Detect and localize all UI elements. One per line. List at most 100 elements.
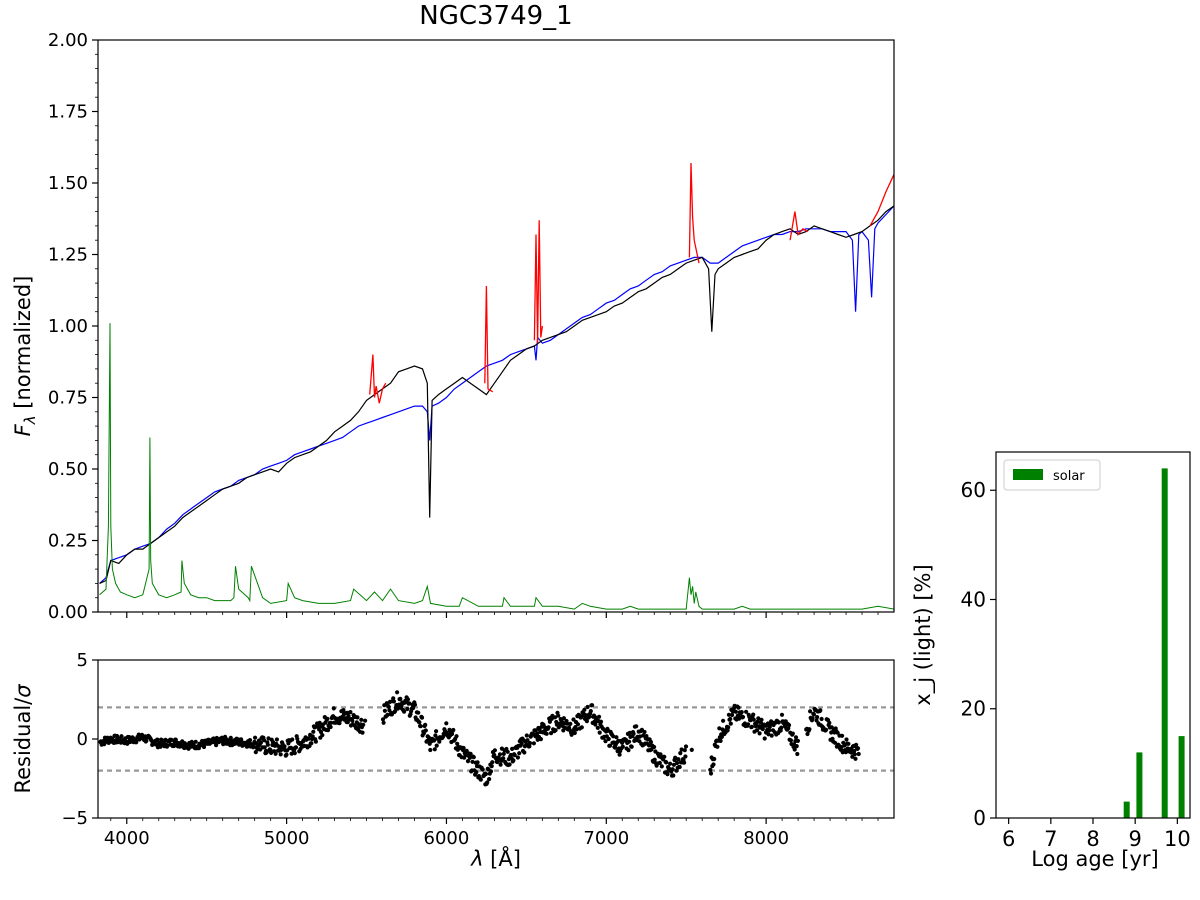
residual-x-tick-label: 6000	[424, 828, 470, 849]
histogram-bar	[1178, 736, 1185, 818]
masked-segment	[789, 211, 809, 241]
residual-point	[434, 743, 439, 748]
histogram-x-label: Log age [yr]	[1031, 847, 1158, 871]
histogram-bars	[1123, 468, 1185, 818]
residual-point	[819, 716, 824, 722]
residual-point	[846, 741, 851, 746]
histogram-x-tick-label: 8	[1086, 827, 1099, 851]
residual-panel: −5 0 5 4000 5000 6000 7000 8000 Residual/σ λ […	[11, 650, 895, 871]
residual-point	[855, 746, 861, 751]
residual-point	[579, 725, 584, 730]
residual-point	[527, 744, 532, 749]
y-tick-label: 0.25	[48, 531, 88, 552]
residual-point	[363, 718, 368, 723]
residual-point	[293, 745, 299, 750]
histogram-y-label: x_j (light) [%]	[911, 564, 936, 705]
residual-point	[434, 729, 439, 734]
residual-point	[461, 745, 466, 751]
residual-point	[527, 741, 533, 746]
residual-point	[756, 716, 761, 721]
residual-point	[485, 780, 490, 785]
residual-point	[423, 722, 428, 727]
residual-point	[795, 751, 800, 757]
histogram-legend: solar	[1003, 459, 1101, 491]
residual-point	[670, 767, 675, 772]
residual-point	[497, 752, 503, 757]
residual-point	[360, 730, 365, 735]
residual-point	[790, 731, 795, 736]
residual-point	[726, 712, 732, 717]
residual-point	[852, 752, 857, 757]
residual-point	[786, 723, 792, 728]
residual-point	[748, 718, 753, 723]
residual-point	[169, 737, 174, 742]
residual-point	[671, 773, 676, 778]
residual-point	[510, 746, 515, 751]
residual-point	[665, 772, 670, 777]
residual-point	[683, 744, 689, 749]
residual-point	[538, 737, 543, 742]
residual-point	[505, 749, 510, 754]
histogram-x-tick-label: 10	[1164, 827, 1191, 851]
residual-point	[515, 755, 520, 760]
y-tick-label: 1.75	[48, 102, 88, 123]
residual-point	[590, 703, 595, 708]
residual-point	[762, 736, 767, 741]
residual-point	[679, 747, 684, 752]
spectrum-panel: NGC3749_1 0.00 0.25 0.50 0.75 1.00 1.25 1.50 1.…	[11, 1, 895, 623]
residual-point	[114, 733, 120, 739]
residual-point	[282, 744, 287, 749]
residual-point	[749, 724, 755, 729]
residual-point	[675, 760, 680, 766]
residual-y-tick-label: −5	[61, 808, 88, 829]
residual-point	[419, 715, 425, 720]
residual-point	[393, 709, 398, 714]
residual-point	[657, 760, 662, 765]
residual-point	[498, 762, 503, 767]
residual-point	[382, 708, 387, 713]
residual-point	[652, 744, 657, 750]
observed-spectrum-line	[99, 205, 894, 584]
residual-point	[561, 716, 566, 721]
histogram-bar	[1123, 801, 1130, 818]
residual-point	[489, 764, 494, 769]
residual-point	[568, 721, 573, 726]
residual-point	[467, 755, 472, 760]
residual-point	[595, 725, 600, 730]
residual-point	[767, 728, 772, 733]
residual-point	[228, 735, 233, 740]
residual-point	[571, 717, 576, 722]
residual-point	[552, 715, 558, 720]
residual-point	[136, 732, 141, 737]
residual-point	[451, 727, 456, 733]
residual-point	[662, 754, 667, 759]
residual-point	[611, 734, 616, 739]
residual-point	[597, 714, 602, 719]
residual-point	[786, 726, 791, 731]
residual-point	[652, 757, 657, 762]
residual-point	[754, 728, 760, 733]
residual-point	[708, 767, 713, 772]
residual-point	[454, 734, 459, 739]
residual-point	[631, 731, 636, 736]
residual-point	[766, 732, 771, 737]
residual-point	[483, 771, 488, 777]
histogram-bar	[1136, 752, 1143, 818]
residual-point	[262, 745, 267, 750]
residual-plot-area	[98, 690, 894, 787]
residual-point	[556, 713, 561, 718]
residual-point	[668, 761, 673, 766]
residual-point	[753, 724, 758, 729]
residual-point	[193, 739, 198, 744]
residual-point	[683, 754, 688, 759]
residual-point	[247, 738, 253, 743]
residual-point	[620, 744, 625, 749]
residual-point	[664, 760, 669, 765]
residual-point	[501, 756, 506, 761]
residual-point	[726, 725, 731, 730]
residual-point	[474, 770, 479, 775]
residual-points	[98, 690, 861, 787]
residual-point	[689, 747, 694, 752]
residual-point	[659, 764, 664, 769]
